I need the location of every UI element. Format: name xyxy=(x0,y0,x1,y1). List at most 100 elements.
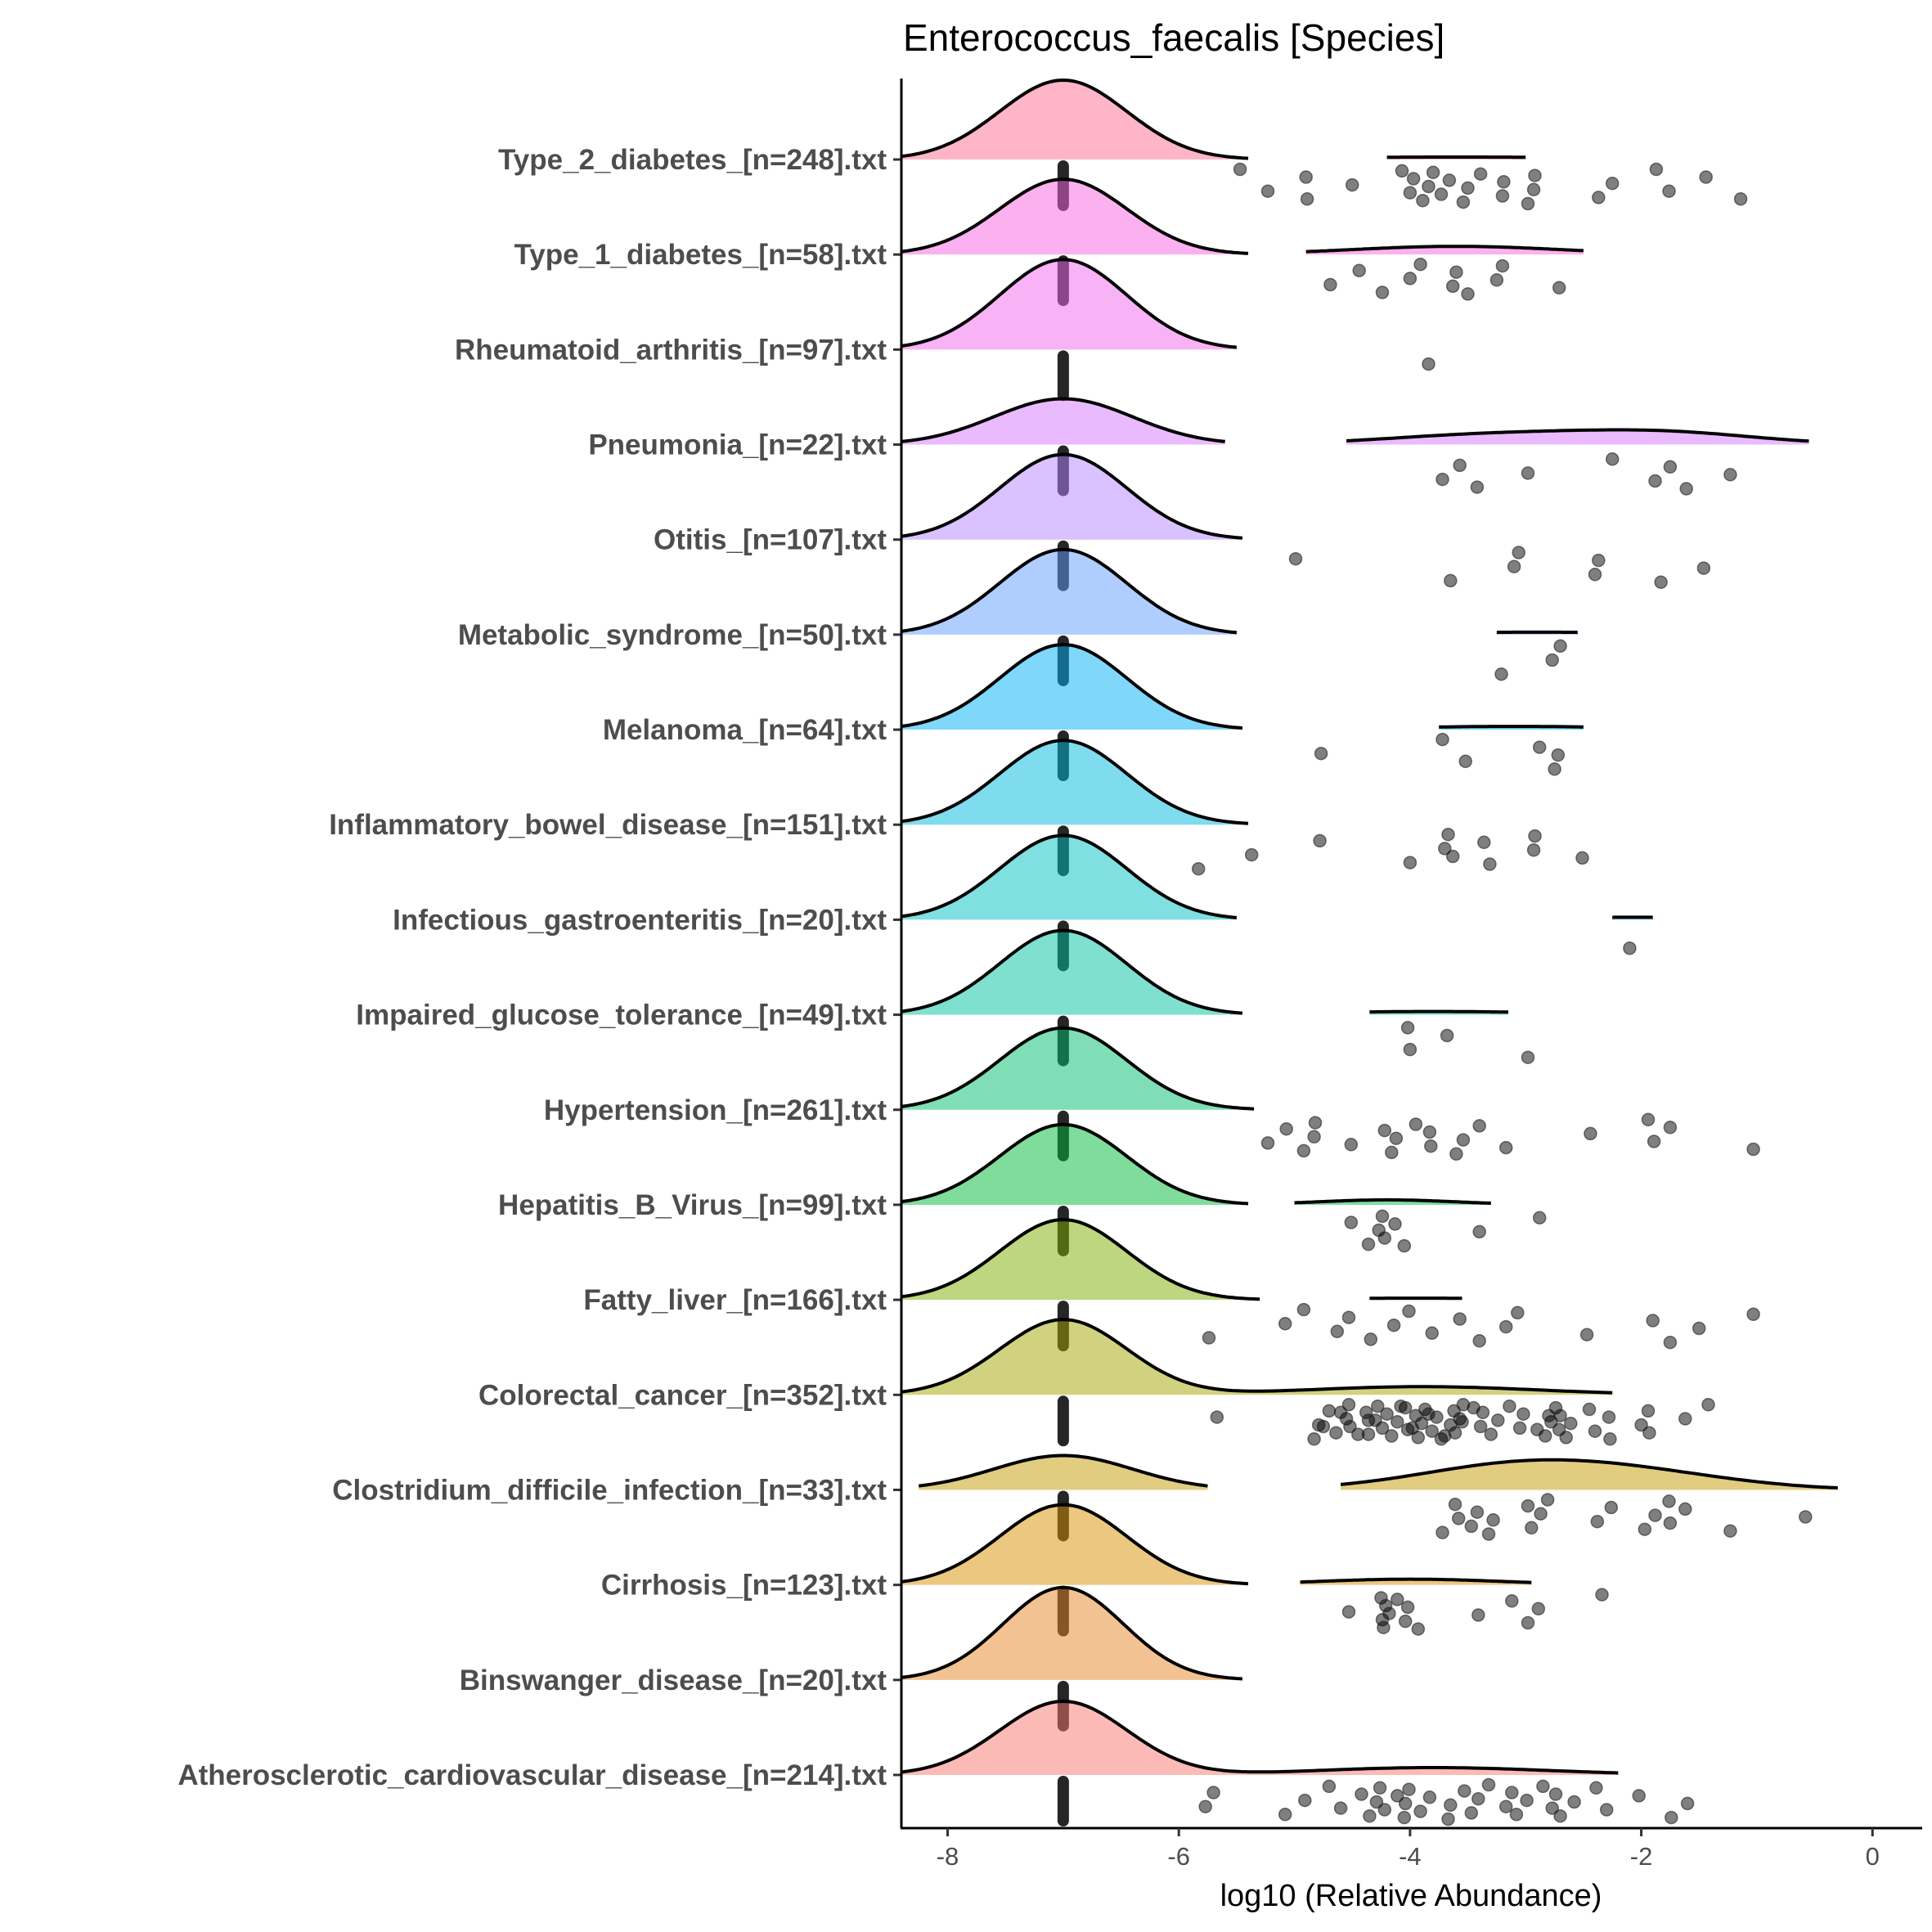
x-tick-label: -6 xyxy=(1167,1842,1190,1871)
data-point xyxy=(1679,482,1693,496)
data-point xyxy=(1663,1121,1678,1134)
data-point xyxy=(1551,748,1566,762)
ridge-row: Otitis_[n=107].txt xyxy=(654,452,1711,591)
data-point xyxy=(1441,827,1455,842)
data-point xyxy=(1330,1324,1345,1339)
data-point xyxy=(1402,1782,1416,1796)
data-point xyxy=(1692,1321,1706,1336)
data-point xyxy=(1536,1779,1550,1794)
data-point xyxy=(1605,452,1620,466)
data-point xyxy=(1425,1326,1439,1341)
y-tick-label: Clostridium_difficile_infection_[n=33].t… xyxy=(332,1474,887,1506)
y-tick-label: Type_1_diabetes_[n=58].txt xyxy=(514,239,887,271)
data-point xyxy=(1602,1410,1616,1424)
data-point xyxy=(1642,1426,1656,1440)
data-point xyxy=(1495,258,1510,273)
data-point xyxy=(1426,165,1440,180)
data-point xyxy=(1322,1404,1337,1418)
data-point xyxy=(1436,732,1449,747)
data-point xyxy=(1678,1412,1692,1426)
data-point xyxy=(1579,1328,1594,1341)
data-point xyxy=(1548,762,1561,776)
data-point xyxy=(1422,1407,1436,1421)
data-point xyxy=(1375,1209,1390,1224)
data-point xyxy=(1461,287,1475,301)
data-point xyxy=(1641,1404,1656,1418)
data-point xyxy=(1470,480,1485,494)
ridge-row: Atherosclerotic_cardiovascular_disease_[… xyxy=(177,1699,1695,1826)
data-point xyxy=(1375,285,1390,299)
data-point xyxy=(1316,1419,1331,1434)
data-point xyxy=(1278,1808,1292,1822)
data-point xyxy=(1307,1432,1321,1446)
data-point xyxy=(1505,1594,1519,1608)
data-point xyxy=(1341,1398,1356,1412)
data-point xyxy=(1307,1130,1321,1144)
data-point xyxy=(1400,1021,1415,1035)
x-tick-label: -8 xyxy=(937,1842,959,1871)
data-point xyxy=(1532,1211,1547,1225)
x-tick-label: -2 xyxy=(1630,1842,1653,1871)
data-point xyxy=(1369,1795,1384,1809)
data-point xyxy=(1403,856,1418,869)
data-point xyxy=(1425,1424,1439,1438)
data-point xyxy=(1552,281,1566,295)
data-point xyxy=(1588,568,1602,582)
data-point xyxy=(1323,277,1337,292)
density-curve xyxy=(901,1503,1249,1586)
density-curve xyxy=(901,1218,1260,1301)
data-point xyxy=(1665,1810,1678,1825)
data-point xyxy=(1416,193,1430,208)
data-point xyxy=(1520,1793,1534,1808)
data-point xyxy=(1516,1407,1530,1421)
data-point xyxy=(1386,1318,1401,1332)
data-point xyxy=(1526,182,1541,197)
data-point xyxy=(1400,1600,1415,1615)
density-curve xyxy=(901,643,1243,730)
data-point xyxy=(1663,1516,1678,1530)
data-point xyxy=(1545,653,1559,667)
data-point xyxy=(1623,941,1637,955)
data-point xyxy=(1481,1527,1496,1541)
data-point xyxy=(1464,1806,1479,1820)
data-point xyxy=(1494,667,1508,681)
data-point xyxy=(1567,1795,1581,1809)
data-point xyxy=(1589,1781,1603,1795)
data-point xyxy=(1723,468,1737,482)
data-point xyxy=(1663,1335,1678,1350)
data-point xyxy=(1377,1803,1392,1817)
data-point xyxy=(1371,1399,1385,1413)
data-point xyxy=(1521,1615,1535,1630)
data-point xyxy=(1391,1593,1404,1606)
data-point xyxy=(1545,1801,1559,1815)
data-point xyxy=(1233,162,1247,177)
data-point xyxy=(1495,189,1510,203)
data-point xyxy=(1441,1812,1455,1826)
data-point xyxy=(1481,1777,1496,1792)
data-point xyxy=(1385,1145,1399,1160)
density-curve xyxy=(1439,725,1584,729)
data-point xyxy=(1391,1415,1404,1429)
data-point xyxy=(1363,1808,1377,1823)
y-tick-label: Fatty_liver_[n=166].txt xyxy=(583,1284,887,1316)
x-axis-label: log10 (Relative Abundance) xyxy=(1220,1879,1602,1913)
data-point xyxy=(1483,857,1497,871)
density-fill xyxy=(901,1504,1248,1585)
y-tick-label: Cirrhosis_[n=123].txt xyxy=(601,1570,887,1602)
data-point xyxy=(1308,1116,1323,1130)
data-point xyxy=(1398,1796,1413,1811)
data-point xyxy=(1648,1508,1662,1522)
data-point xyxy=(1314,746,1328,761)
y-tick-label: Impaired_glucose_tolerance_[n=49].txt xyxy=(356,1000,887,1031)
data-point xyxy=(1512,546,1525,559)
density-curve xyxy=(901,177,1249,255)
y-tick-label: Rheumatoid_arthritis_[n=97].txt xyxy=(455,334,887,366)
data-point xyxy=(1260,1136,1275,1150)
data-point xyxy=(1403,186,1418,200)
data-point xyxy=(1391,1789,1404,1803)
data-point xyxy=(1202,1331,1216,1345)
density-fill xyxy=(901,179,1248,255)
plot-rows: Type_2_diabetes_[n=248].txt Type_1_diabet… xyxy=(177,78,1838,1826)
data-point xyxy=(1662,1494,1676,1508)
data-point xyxy=(1647,1134,1661,1148)
